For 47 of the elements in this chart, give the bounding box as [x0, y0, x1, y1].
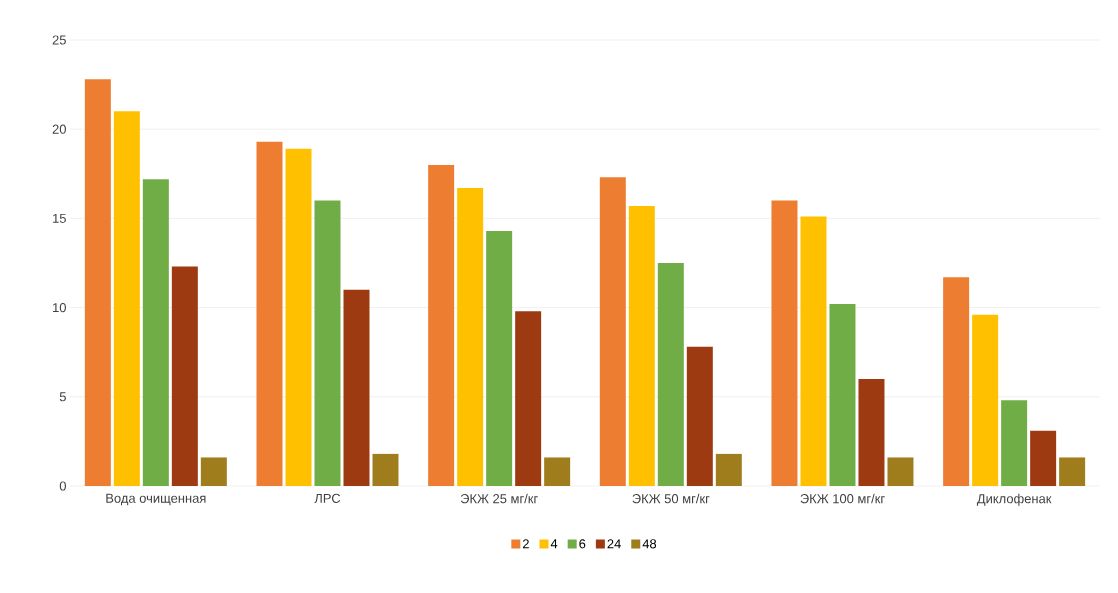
- bar: [544, 457, 571, 486]
- bar: [887, 457, 914, 486]
- bar: [599, 177, 626, 486]
- bar: [84, 79, 111, 486]
- bar: [515, 311, 542, 486]
- bar: [256, 141, 283, 486]
- x-tick-label: ЭКЖ 25 мг/кг: [460, 493, 538, 504]
- bar: [858, 378, 885, 486]
- bar: [343, 289, 370, 486]
- x-tick-label: ЛРС: [314, 493, 341, 503]
- bar: [171, 266, 198, 486]
- bar: [628, 205, 655, 486]
- bar: [715, 453, 742, 486]
- bar: [200, 457, 227, 486]
- bar: [428, 164, 455, 486]
- legend-label: 2: [522, 539, 529, 549]
- bar: [314, 200, 341, 486]
- x-tick-label: ЭКЖ 100 мг/кг: [800, 493, 885, 504]
- bar: [285, 148, 312, 486]
- bar: [686, 346, 713, 486]
- bar: [657, 263, 684, 486]
- bar: [943, 277, 970, 486]
- legend-label: 48: [642, 539, 657, 549]
- bar: [800, 216, 827, 486]
- y-tick-label: 15: [53, 213, 66, 223]
- bar: [142, 179, 169, 486]
- legend-label: 6: [579, 539, 586, 549]
- x-tick-label: ЭКЖ 50 мг/кг: [632, 493, 710, 504]
- y-tick-label: 25: [52, 35, 66, 45]
- legend-label: 24: [607, 539, 621, 549]
- y-tick-label: 5: [59, 392, 66, 402]
- legend-label: 4: [550, 539, 558, 549]
- bar: [1059, 457, 1086, 486]
- bar: [829, 304, 856, 486]
- bar: [113, 111, 140, 486]
- y-tick-label: 0: [59, 481, 66, 491]
- y-tick-label: 10: [53, 303, 66, 313]
- bar: [972, 314, 999, 486]
- bar: [1030, 430, 1057, 486]
- bar: [372, 453, 399, 486]
- bar: [486, 230, 513, 486]
- bar: [457, 188, 484, 486]
- x-tick-label: Диклофенак: [976, 493, 1052, 506]
- bar: [771, 200, 798, 486]
- bar: [1001, 400, 1028, 486]
- y-tick-label: 20: [52, 124, 66, 134]
- x-tick-label: Вода очищенная: [106, 493, 206, 506]
